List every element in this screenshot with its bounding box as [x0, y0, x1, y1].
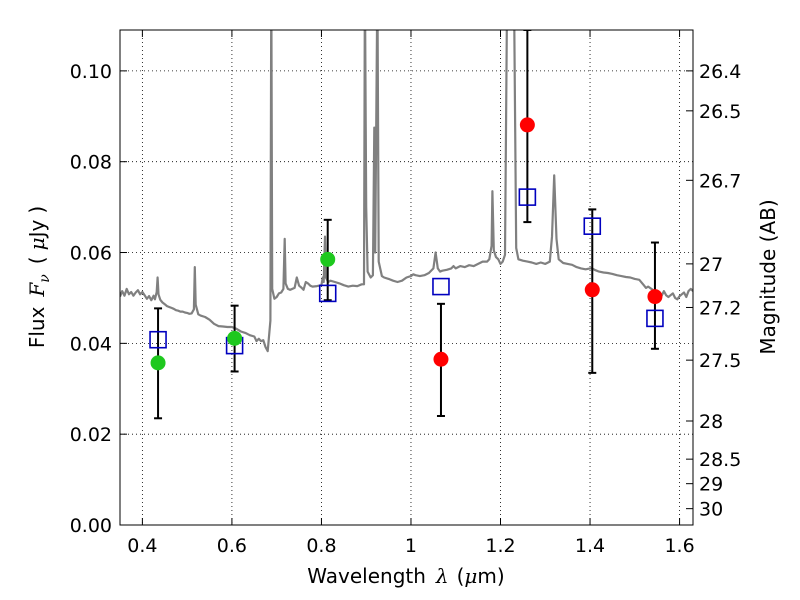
right-tick-label: 29	[699, 474, 723, 496]
observed-circle-marker	[150, 355, 166, 371]
x-tick-label: 1	[405, 535, 417, 557]
model-square-marker	[518, 188, 537, 206]
y-axis-left-ticks: 0.00 0.02 0.04 0.06 0.08 0.10	[70, 61, 127, 537]
x-tick-label: 0.8	[306, 535, 336, 557]
template-spectrum-line	[120, 30, 693, 353]
right-tick-label: 26.5	[699, 101, 741, 123]
error-bars	[154, 30, 659, 420]
observed-circle-marker	[433, 351, 449, 367]
right-tick-label: 26.7	[699, 170, 741, 192]
model-square-marker	[646, 309, 664, 328]
observed-circle-marker	[584, 282, 600, 298]
observed-circle-marker	[320, 251, 336, 267]
y-tick-label: 0.04	[70, 333, 112, 355]
y-tick-label: 0.00	[70, 515, 112, 537]
grid-lines	[120, 30, 693, 526]
y-tick-label: 0.06	[70, 243, 112, 265]
x-tick-label: 0.6	[217, 535, 247, 557]
y-tick-label: 0.02	[70, 424, 112, 446]
right-tick-label: 26.4	[699, 61, 741, 83]
model-square-marker	[432, 277, 450, 296]
x-tick-label: 1.2	[485, 535, 515, 557]
y-tick-label: 0.10	[70, 61, 112, 83]
observed-circle-marker	[227, 330, 243, 346]
y-axis-left-label: FluxFν(μJy)	[25, 206, 53, 348]
right-tick-label: 28	[699, 411, 723, 433]
model-square-marker	[583, 217, 602, 235]
y-axis-right-label: Magnitude (AB)	[756, 199, 780, 354]
right-tick-label: 27.5	[699, 350, 741, 372]
x-axis-label: Wavelength λ (μm)	[307, 564, 504, 588]
x-tick-label: 0.4	[127, 535, 157, 557]
x-tick-label: 1.4	[575, 535, 605, 557]
right-tick-label: 30	[699, 499, 723, 521]
y-axis-right-ticks: 26.4 26.5 26.7 27 27.2 27.5 28 28.5 29 30	[686, 61, 741, 521]
y-tick-label: 0.08	[70, 152, 112, 174]
right-tick-label: 27	[699, 254, 723, 276]
model-square-marker	[318, 284, 337, 303]
x-tick-label: 1.6	[664, 535, 694, 557]
data-points	[149, 117, 664, 371]
observed-circle-marker	[647, 289, 663, 305]
x-axis-ticks: 0.4 0.6 0.8 1 1.2 1.4 1.6	[127, 30, 695, 557]
right-tick-label: 27.2	[699, 297, 741, 319]
plot-frame	[119, 29, 694, 526]
right-tick-label: 28.5	[699, 449, 741, 471]
observed-circle-marker	[519, 117, 535, 133]
model-square-marker	[149, 330, 167, 349]
